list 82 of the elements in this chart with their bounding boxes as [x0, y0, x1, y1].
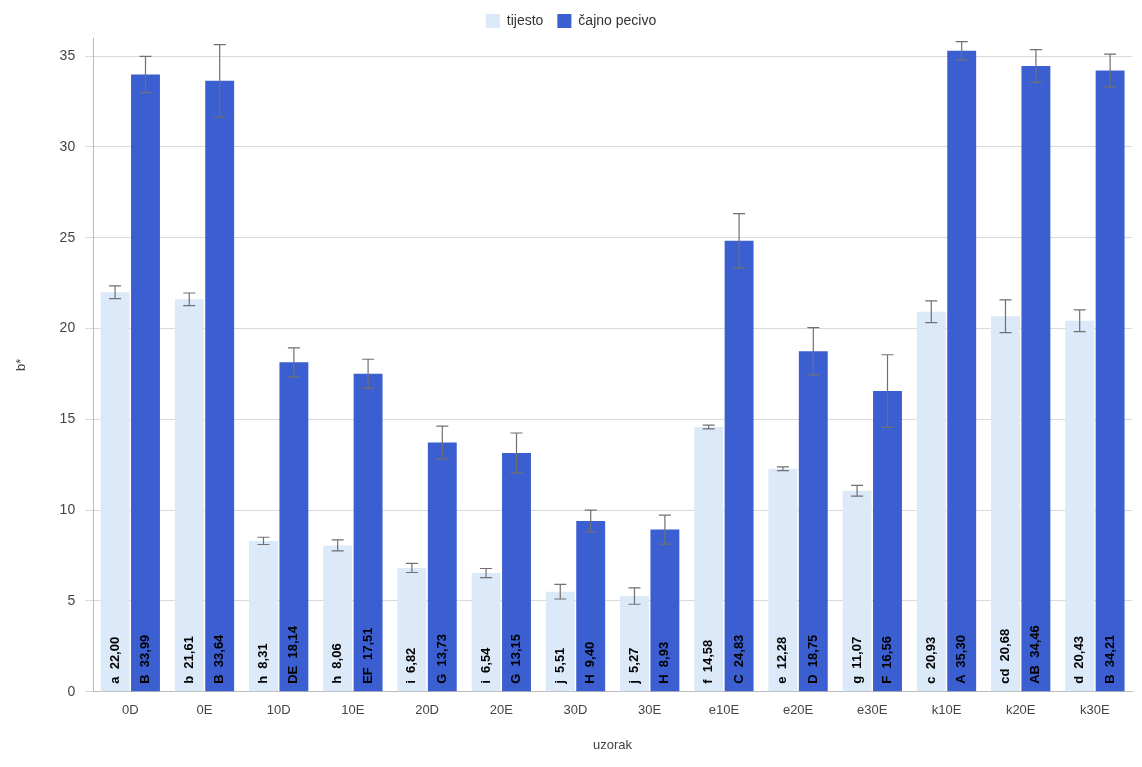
data-label: B 33,99 — [137, 634, 153, 684]
bar — [205, 80, 235, 692]
y-tick-label: 30 — [59, 137, 76, 154]
bar — [576, 521, 606, 692]
y-tick-label: 10 — [59, 501, 76, 518]
bar — [798, 351, 828, 692]
x-tick-label: 10D — [266, 702, 291, 718]
x-tick-label: 0D — [121, 702, 139, 718]
bar — [650, 529, 680, 692]
data-label: D 18,75 — [804, 634, 820, 684]
legend-label: tijesto — [506, 11, 544, 28]
x-tick-label: k30E — [1080, 702, 1111, 718]
bar — [947, 50, 977, 692]
bar — [1095, 70, 1125, 692]
bar — [1065, 320, 1095, 692]
data-label: A 35,30 — [953, 635, 969, 684]
y-tick-label: 15 — [59, 410, 76, 427]
y-tick-label: 20 — [59, 319, 76, 336]
bar — [768, 468, 798, 692]
y-tick-label: 25 — [59, 228, 76, 245]
data-label: h 8,31 — [255, 643, 271, 684]
x-tick-label: e20E — [782, 702, 814, 718]
bar — [249, 540, 278, 692]
bar — [991, 316, 1020, 692]
bar — [279, 362, 309, 692]
data-label: C 24,83 — [730, 634, 746, 684]
bar — [620, 596, 649, 692]
bar — [427, 442, 457, 692]
data-label: H 8,93 — [656, 641, 672, 684]
y-axis-title: b* — [13, 358, 29, 372]
x-tick-label: 20D — [415, 702, 440, 718]
x-tick-label: 30D — [563, 702, 588, 718]
data-label: d 20,43 — [1071, 636, 1087, 684]
bar — [545, 591, 575, 692]
data-label: b 21,61 — [180, 636, 196, 684]
x-tick-label: k10E — [931, 702, 962, 718]
bar — [842, 490, 872, 692]
x-tick-label: 20E — [489, 702, 514, 718]
data-label: c 20,93 — [922, 636, 938, 684]
bar — [694, 427, 724, 692]
bar — [471, 573, 501, 692]
data-label: a 22,00 — [106, 636, 122, 684]
bar — [353, 373, 383, 692]
y-tick-label: 35 — [59, 47, 76, 64]
data-label: B 33,64 — [211, 633, 227, 684]
data-label: G 13,15 — [508, 633, 524, 684]
x-tick-label: 0E — [196, 702, 213, 718]
x-tick-label: e10E — [708, 702, 740, 718]
bar — [174, 299, 204, 692]
data-label: g 11,07 — [848, 636, 864, 684]
data-label: i 6,54 — [477, 646, 493, 684]
x-tick-label: k20E — [1005, 702, 1036, 718]
data-label: e 12,28 — [774, 636, 790, 684]
data-label: F 16,56 — [879, 636, 895, 684]
x-tick-label: 10E — [341, 702, 365, 718]
bar — [1021, 65, 1051, 692]
data-label: G 13,73 — [433, 633, 449, 684]
data-label: f 14,58 — [700, 639, 716, 684]
x-tick-label: e30E — [857, 702, 888, 718]
bar — [131, 74, 160, 692]
data-label: j 5,51 — [551, 647, 567, 685]
bar — [873, 391, 902, 692]
data-label: DE 18,14 — [285, 625, 301, 684]
data-label: cd 20,68 — [997, 628, 1013, 684]
bar — [916, 311, 946, 692]
bar — [397, 567, 427, 692]
data-label: H 9,40 — [582, 641, 598, 684]
y-tick-label: 5 — [67, 591, 76, 608]
data-label: B 34,21 — [1101, 634, 1117, 684]
bar — [724, 240, 754, 692]
data-label: EF 17,51 — [359, 627, 375, 684]
bar — [502, 452, 531, 692]
x-tick-label: 30E — [638, 702, 662, 718]
bar — [100, 292, 130, 692]
x-axis-title: uzorak — [593, 736, 633, 752]
data-label: i 6,82 — [403, 647, 419, 684]
bar — [323, 545, 353, 692]
data-label: j 5,27 — [626, 647, 642, 685]
data-label: h 8,06 — [329, 643, 345, 684]
legend-label: čajno pecivo — [578, 11, 657, 28]
data-label: AB 34,46 — [1027, 625, 1043, 684]
y-tick-label: 0 — [67, 682, 76, 699]
